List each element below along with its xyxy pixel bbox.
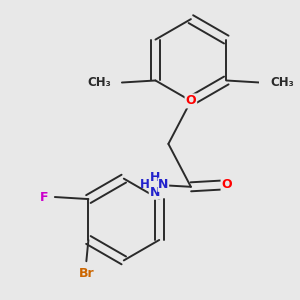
Text: H
N: H N bbox=[150, 171, 160, 199]
Text: H: H bbox=[140, 178, 150, 191]
Text: CH₃: CH₃ bbox=[88, 76, 111, 89]
Text: Br: Br bbox=[79, 267, 94, 280]
Text: N: N bbox=[158, 178, 169, 191]
Text: O: O bbox=[222, 178, 232, 191]
Text: O: O bbox=[186, 94, 196, 107]
Text: F: F bbox=[40, 190, 48, 203]
Text: CH₃: CH₃ bbox=[271, 76, 294, 89]
